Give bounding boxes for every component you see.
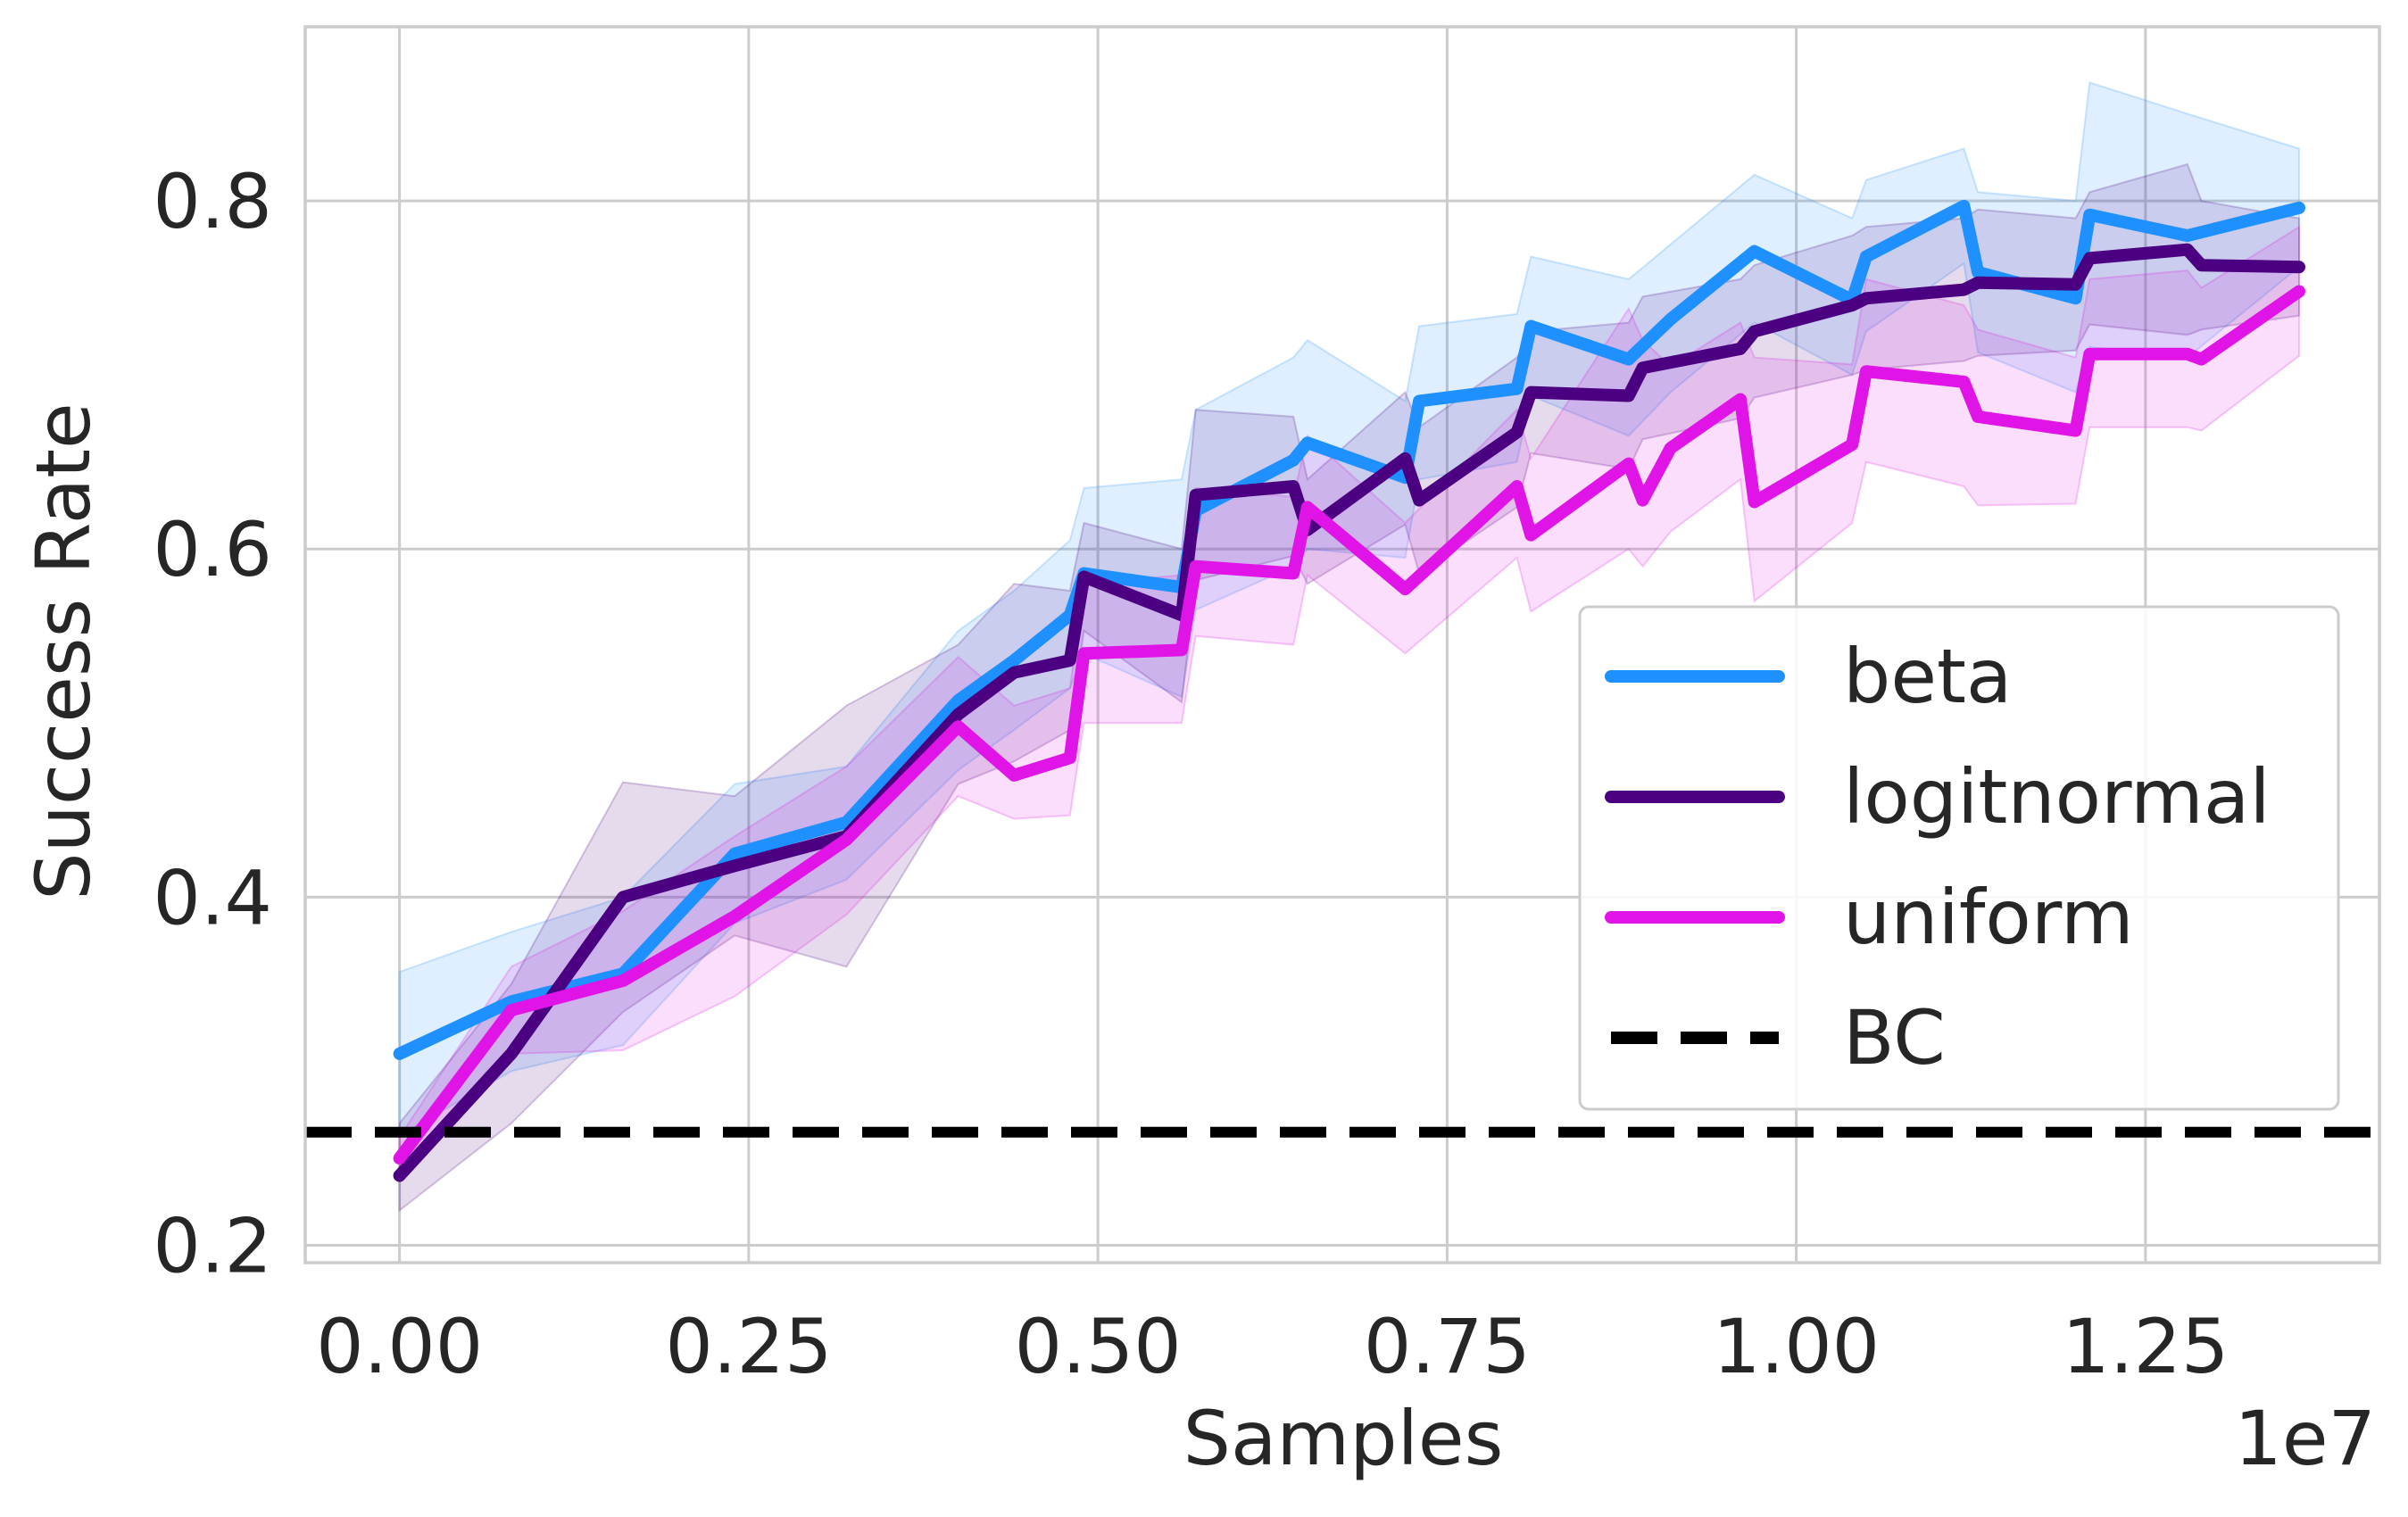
x-tick-label: 0.25 [665, 1303, 832, 1390]
y-tick-label: 0.8 [153, 158, 272, 245]
series-lines [305, 199, 2379, 1182]
tick-labels: 0.00 0.25 0.50 0.75 1.00 1.25 0.2 0.4 0.6 0.8 [153, 158, 2229, 1390]
series-line-beta [393, 199, 2305, 1060]
series-line-logitnormal [393, 243, 2305, 1182]
legend-label-logitnormal: logitnormal [1843, 753, 2271, 841]
series-line-uniform [393, 285, 2305, 1165]
x-tick-label: 0.75 [1364, 1303, 1531, 1390]
y-tick-label: 0.4 [153, 854, 272, 941]
legend-label-uniform: uniform [1843, 874, 2134, 961]
x-tick-label: 1.25 [2062, 1303, 2229, 1390]
legend: beta logitnormal uniform BC [1578, 605, 2340, 1111]
plot-area-frame [303, 25, 2381, 1264]
x-axis-offset-label: 1e7 [2234, 1395, 2376, 1482]
legend-frame [1578, 605, 2340, 1111]
x-tick-label: 0.50 [1015, 1303, 1182, 1390]
y-tick-label: 0.6 [153, 506, 272, 593]
x-axis-label: Samples [1183, 1395, 1504, 1482]
x-tick-label: 1.00 [1713, 1303, 1880, 1390]
confidence-band-logitnormal [398, 162, 2300, 1213]
legend-label-beta: beta [1843, 633, 2012, 720]
x-tick-label: 0.00 [316, 1303, 483, 1390]
legend-label-bc: BC [1843, 994, 1946, 1082]
y-axis-label: Success Rate [20, 402, 107, 899]
y-tick-label: 0.2 [153, 1202, 272, 1289]
